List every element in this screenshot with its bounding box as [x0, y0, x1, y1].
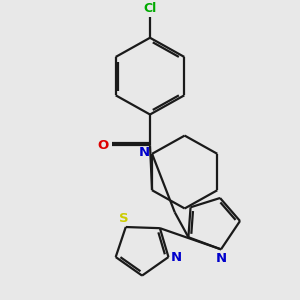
Text: N: N: [171, 251, 182, 264]
Text: N: N: [216, 252, 227, 265]
Text: Cl: Cl: [143, 2, 157, 15]
Text: S: S: [119, 212, 129, 225]
Text: O: O: [98, 139, 109, 152]
Text: N: N: [139, 146, 150, 159]
